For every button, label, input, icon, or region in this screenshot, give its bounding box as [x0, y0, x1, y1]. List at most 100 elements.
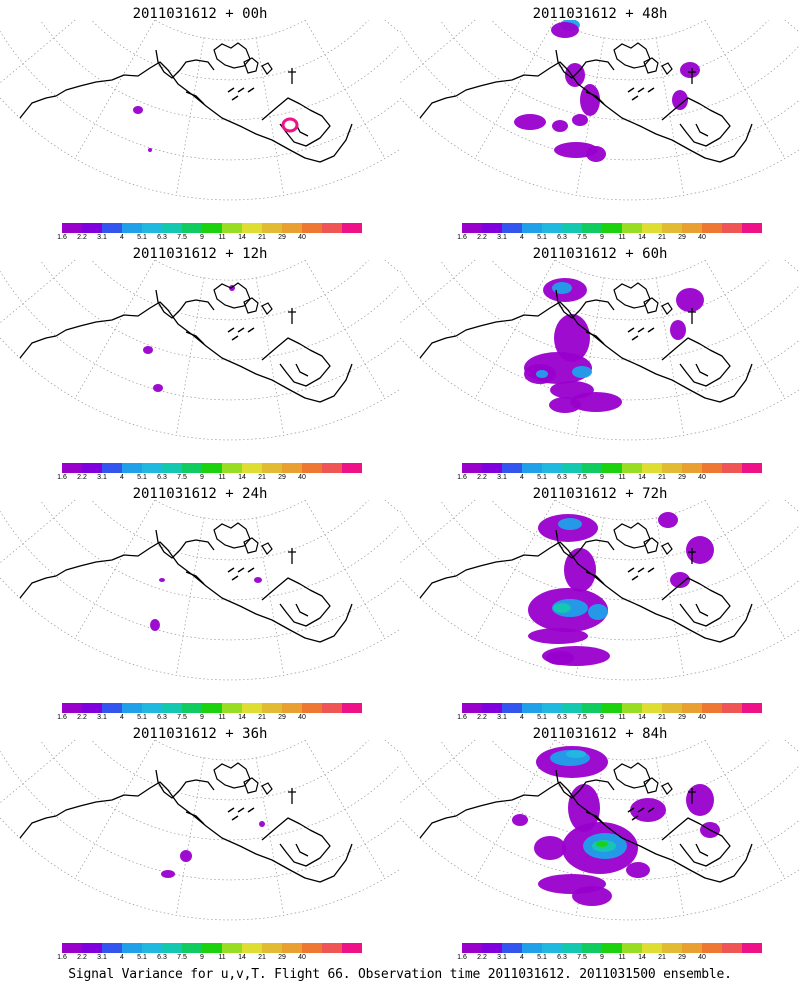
- latitude-gridline: [154, 500, 306, 521]
- variance-contour: [588, 604, 608, 620]
- latitude-gridline: [91, 260, 369, 321]
- colorbar-tick-label: 6.3: [157, 474, 167, 481]
- meridian-gridline: [74, 500, 156, 639]
- colorbar-tick-label: 5.1: [137, 954, 147, 961]
- colorbar-swatch: [122, 223, 143, 233]
- coastline: [19, 301, 353, 403]
- island-outline: [227, 807, 235, 813]
- colorbar-swatch: [242, 463, 263, 473]
- colorbar-tick-label: 21: [258, 474, 266, 481]
- latitude-gridline: [154, 740, 306, 761]
- colorbar-swatch: [562, 463, 583, 473]
- coastline: [555, 49, 615, 79]
- colorbar-labels: 1.6 2.2 3.1 4 5.1 6.3 7.5 9 11 14 21 29 40: [57, 474, 362, 484]
- colorbar-tick-label: 40: [698, 234, 706, 241]
- island-outline: [647, 87, 655, 93]
- colorbar-swatch: [242, 943, 263, 953]
- colorbar-swatch: [722, 703, 743, 713]
- island-outline: [637, 87, 645, 93]
- colorbar-tick-label: 3.1: [497, 234, 507, 241]
- colorbar: [462, 463, 762, 473]
- colorbar-swatch: [522, 463, 543, 473]
- colorbar-tick-label: 11: [618, 474, 626, 481]
- colorbar-tick-label: 29: [678, 954, 686, 961]
- colorbar-tick-label: 40: [698, 474, 706, 481]
- colorbar-swatch: [142, 463, 163, 473]
- meridian-gridline: [255, 757, 285, 916]
- colorbar-tick-label: 29: [278, 234, 286, 241]
- panel-title: 2011031612 + 48h: [532, 6, 668, 22]
- meridian-gridline: [474, 740, 556, 879]
- colorbar-tick-label: 7.5: [177, 474, 187, 481]
- colorbar-tick-label: 2.2: [477, 954, 487, 961]
- latitude-gridline: [0, 30, 400, 161]
- colorbar-swatch: [702, 463, 723, 473]
- variance-contour: [658, 512, 678, 528]
- colorbar-tick-label: 21: [258, 714, 266, 721]
- island-outline: [261, 302, 273, 315]
- colorbar-tick-label: 2.2: [477, 234, 487, 241]
- colorbar-swatch: [342, 223, 362, 233]
- island-outline: [627, 327, 635, 333]
- variance-contour: [546, 651, 574, 665]
- colorbar-swatch: [742, 943, 762, 953]
- variance-contour: [161, 870, 175, 878]
- latitude-gridline: [91, 740, 369, 801]
- colorbar-tick-label: 21: [258, 234, 266, 241]
- latitude-gridline: [440, 260, 800, 361]
- colorbar-swatch: [622, 703, 643, 713]
- latitude-gridline: [40, 740, 400, 841]
- colorbar-swatch: [82, 463, 103, 473]
- meridian-gridline: [655, 277, 685, 436]
- meridian-gridline: [704, 260, 786, 399]
- island-outline: [631, 335, 639, 341]
- colorbar-labels: 1.6 2.2 3.1 4 5.1 6.3 7.5 9 11 14 21 29 40: [457, 474, 762, 484]
- island-outline: [661, 302, 673, 315]
- panel-title: 2011031612 + 12h: [132, 246, 268, 262]
- colorbar-swatch: [142, 943, 163, 953]
- colorbar-swatch: [522, 223, 543, 233]
- island-outline: [231, 335, 239, 341]
- colorbar-tick-label: 6.3: [557, 714, 567, 721]
- colorbar-swatch: [182, 703, 203, 713]
- colorbar-tick-label: 7.5: [577, 714, 587, 721]
- panel-title: 2011031612 + 84h: [532, 726, 668, 742]
- meridian-gridline: [0, 260, 76, 324]
- panel-84h: 2011031612 + 84h 1.6 2.2 3.1 4 5.1 6.3 7.5 9 11 1…: [400, 720, 800, 961]
- island-outline: [647, 567, 655, 573]
- island-outline: [247, 807, 255, 813]
- colorbar-tick-label: 1.6: [457, 954, 467, 961]
- variance-contour: [153, 384, 163, 392]
- colorbar-swatch: [142, 223, 163, 233]
- variance-contour: [528, 628, 588, 644]
- colorbar-swatch: [522, 703, 543, 713]
- latitude-gridline: [0, 750, 400, 881]
- colorbar-tick-label: 14: [238, 954, 246, 961]
- colorbar-tick-label: 7.5: [577, 234, 587, 241]
- colorbar-tick-label: 9: [600, 954, 604, 961]
- colorbar-swatch: [742, 223, 762, 233]
- colorbar-tick-label: 5.1: [137, 714, 147, 721]
- colorbar-tick-label: 21: [658, 954, 666, 961]
- colorbar-swatch: [262, 463, 283, 473]
- colorbar-tick-label: 21: [658, 234, 666, 241]
- meridian-gridline: [0, 740, 76, 804]
- meridian-gridline: [704, 740, 786, 879]
- coastline: [555, 769, 615, 799]
- variance-contour: [159, 578, 165, 582]
- colorbar-swatch: [222, 703, 243, 713]
- colorbar-labels: 1.6 2.2 3.1 4 5.1 6.3 7.5 9 11 14 21 29 40: [57, 234, 362, 244]
- colorbar-labels: 1.6 2.2 3.1 4 5.1 6.3 7.5 9 11 14 21 29 40: [457, 954, 762, 964]
- coastline: [185, 331, 205, 345]
- colorbar-swatch: [502, 223, 523, 233]
- meridian-gridline: [655, 37, 685, 196]
- meridian-gridline: [175, 277, 205, 436]
- colorbar-swatch: [722, 943, 743, 953]
- variance-contour: [572, 366, 592, 378]
- colorbar-swatch: [302, 223, 323, 233]
- colorbar-swatch: [542, 223, 563, 233]
- variance-contour: [686, 784, 714, 816]
- island-outline: [247, 567, 255, 573]
- coastline: [688, 788, 696, 804]
- latitude-gridline: [491, 740, 769, 801]
